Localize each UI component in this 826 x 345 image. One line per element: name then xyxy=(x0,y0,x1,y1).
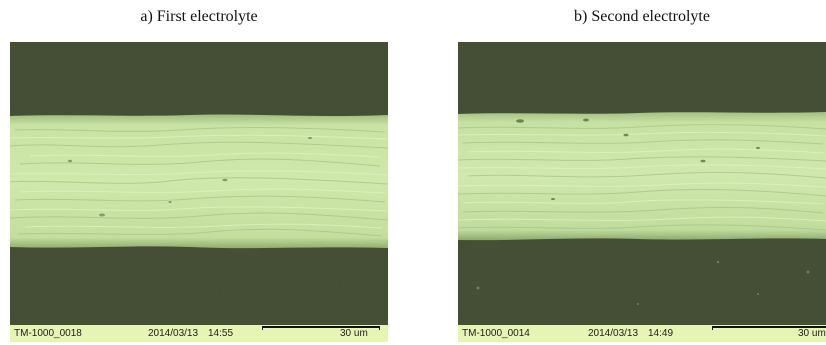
scale-bar-tick xyxy=(379,326,380,330)
time-label: 14:55 xyxy=(208,328,234,339)
sem-image-b xyxy=(458,42,826,342)
info-bar-b: TM-1000_0014 2014/03/13 14:49 30 um xyxy=(458,325,826,342)
scale-label: 30 um xyxy=(340,328,368,339)
time-label: 14:49 xyxy=(648,328,674,339)
date-label: 2014/03/13 xyxy=(148,328,199,339)
sem-image-a xyxy=(10,42,388,342)
scale-bar xyxy=(712,326,826,328)
info-bar-a: TM-1000_0018 2014/03/13 14:55 30 um xyxy=(10,325,388,342)
date-label: 2014/03/13 xyxy=(588,328,639,339)
micrograph-panel-a: TM-1000_0018 2014/03/13 14:55 30 um xyxy=(10,42,388,342)
panel-b-title: b) Second electrolyte xyxy=(574,8,710,25)
scale-label: 30 um xyxy=(798,328,826,339)
image-id-label: TM-1000_0018 xyxy=(14,328,82,339)
micrograph-panel-b: TM-1000_0014 2014/03/13 14:49 30 um xyxy=(458,42,826,342)
scale-bar-tick xyxy=(712,326,713,330)
scale-bar-tick xyxy=(262,326,263,330)
panel-a-title: a) First electrolyte xyxy=(140,8,258,25)
image-id-label: TM-1000_0014 xyxy=(462,328,530,339)
scale-bar xyxy=(262,326,380,328)
